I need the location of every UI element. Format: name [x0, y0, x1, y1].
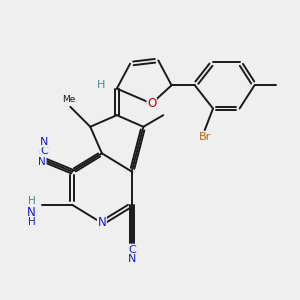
Text: N: N — [40, 137, 48, 147]
Text: Br: Br — [199, 132, 212, 142]
Text: O: O — [147, 97, 156, 110]
Text: C: C — [128, 245, 136, 255]
Text: N: N — [98, 217, 106, 230]
Text: N: N — [27, 206, 36, 218]
Text: C: C — [40, 146, 48, 156]
Text: N: N — [38, 157, 46, 166]
Text: N: N — [128, 254, 136, 265]
Text: H: H — [28, 196, 35, 206]
Text: H: H — [97, 80, 105, 90]
Text: Me: Me — [62, 95, 75, 104]
Text: H: H — [28, 217, 35, 227]
Text: C: C — [38, 148, 46, 158]
